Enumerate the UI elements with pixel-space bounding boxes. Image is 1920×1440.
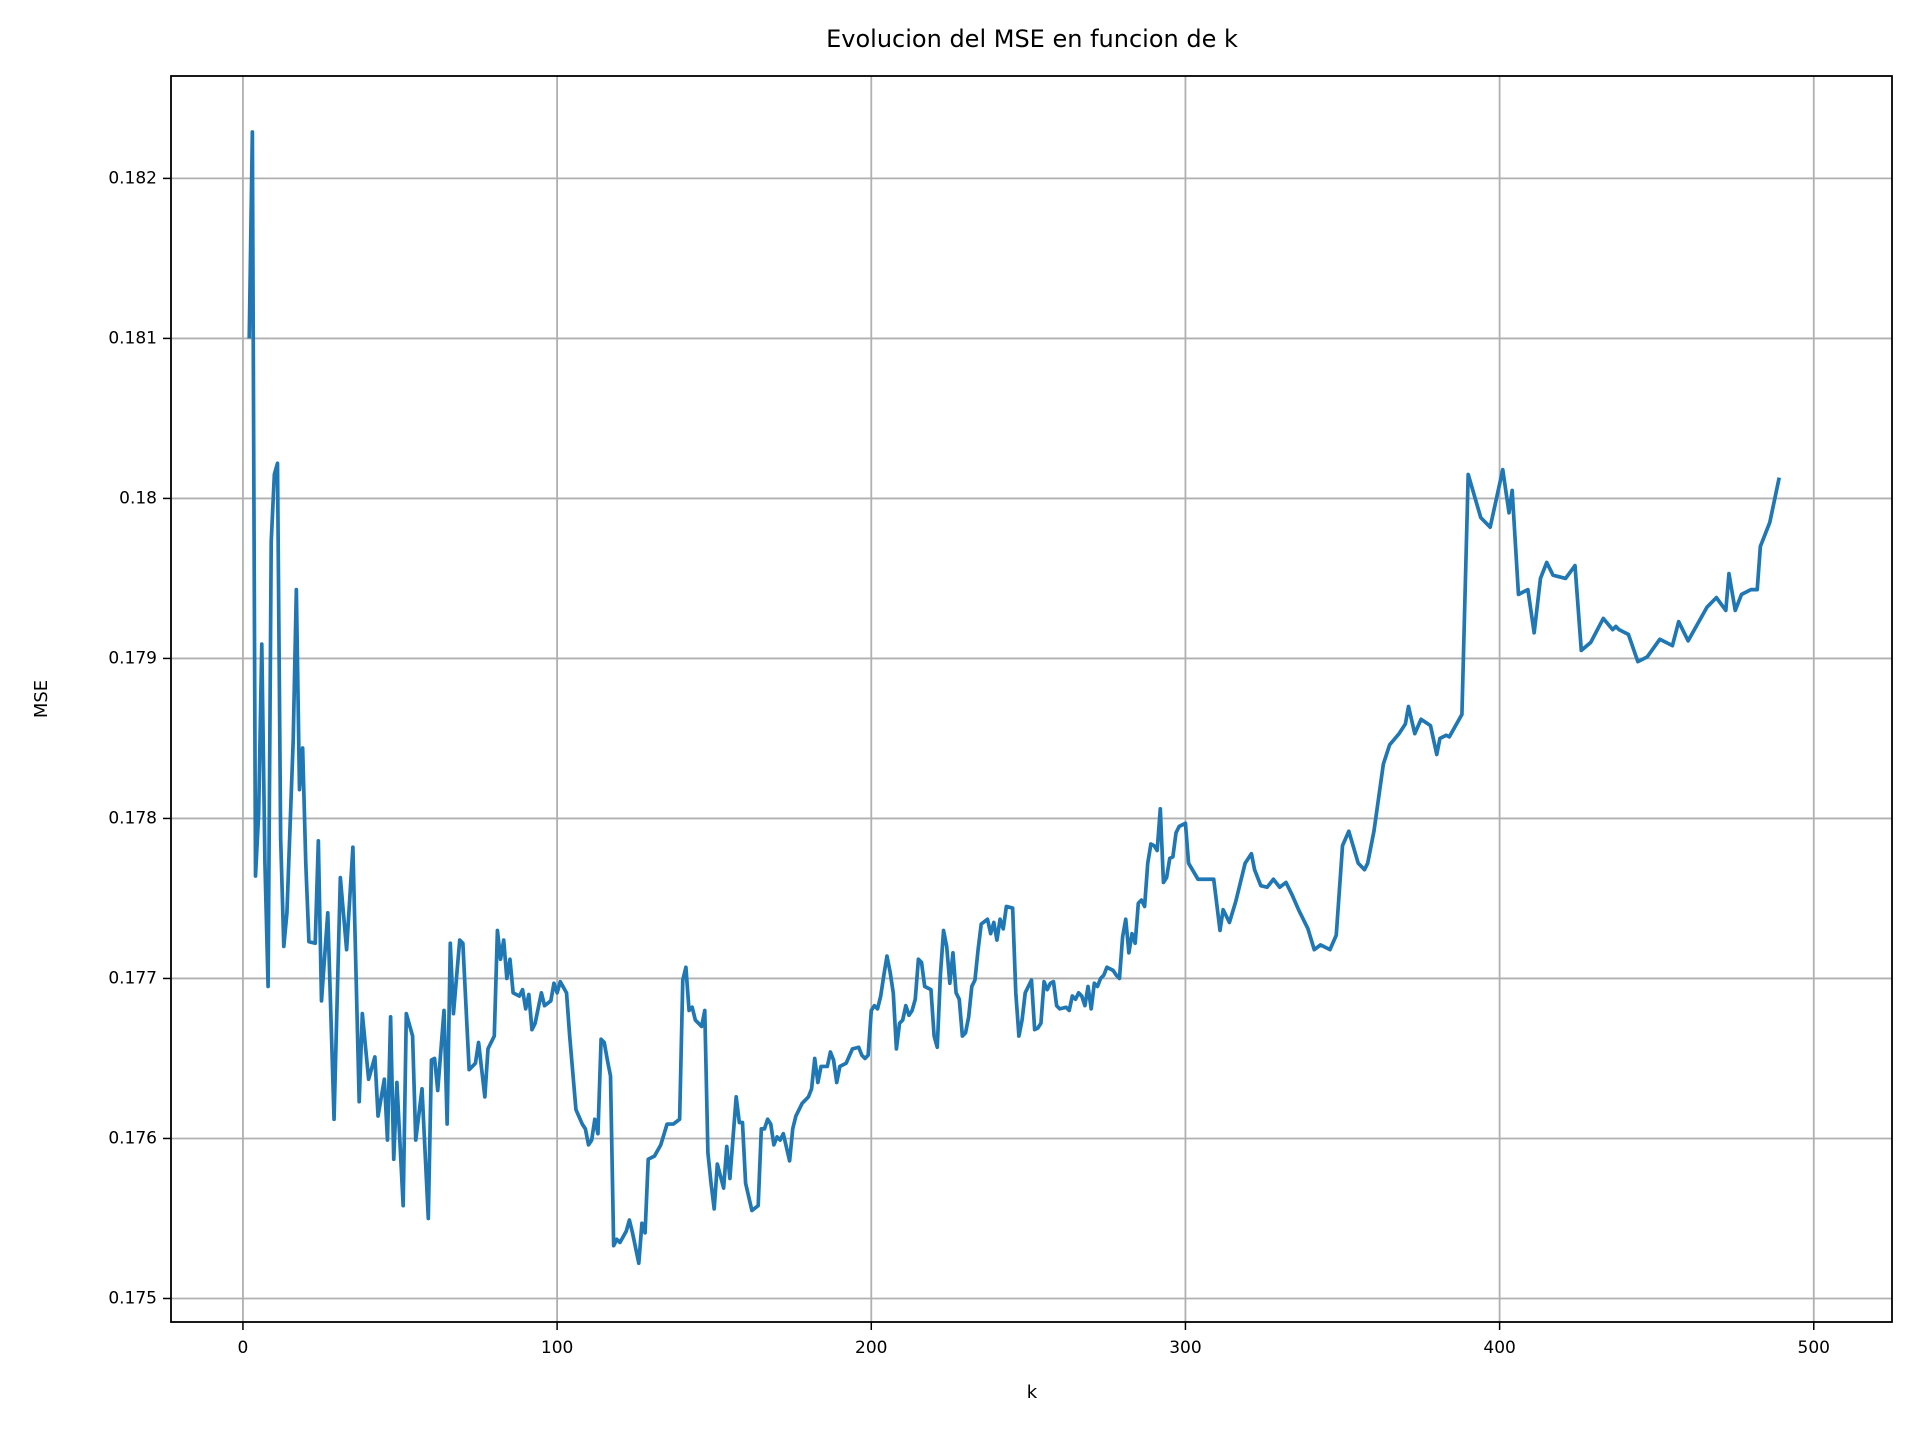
y-tick-label: 0.176 <box>108 1128 157 1148</box>
y-tick-label: 0.182 <box>108 168 157 188</box>
x-tick-label: 400 <box>1483 1338 1515 1358</box>
x-axis-label: k <box>1027 1382 1038 1403</box>
x-tick-label: 100 <box>541 1338 573 1358</box>
data-line <box>247 130 1782 1266</box>
x-tick-label: 0 <box>238 1338 249 1358</box>
y-tick-label: 0.175 <box>108 1288 157 1308</box>
y-tick-label: 0.179 <box>108 648 157 668</box>
x-tick-label: 200 <box>855 1338 887 1358</box>
y-tick-label: 0.178 <box>108 808 157 828</box>
x-tick-label: 500 <box>1798 1338 1830 1358</box>
y-axis-label: MSE <box>31 680 52 718</box>
plot-frame <box>170 75 1893 1323</box>
y-tick-label: 0.181 <box>108 328 157 348</box>
y-tick-label: 0.177 <box>108 968 157 988</box>
chart-title: Evolucion del MSE en funcion de k <box>826 25 1238 53</box>
x-tick-label: 300 <box>1169 1338 1201 1358</box>
y-tick-label: 0.18 <box>119 488 157 508</box>
